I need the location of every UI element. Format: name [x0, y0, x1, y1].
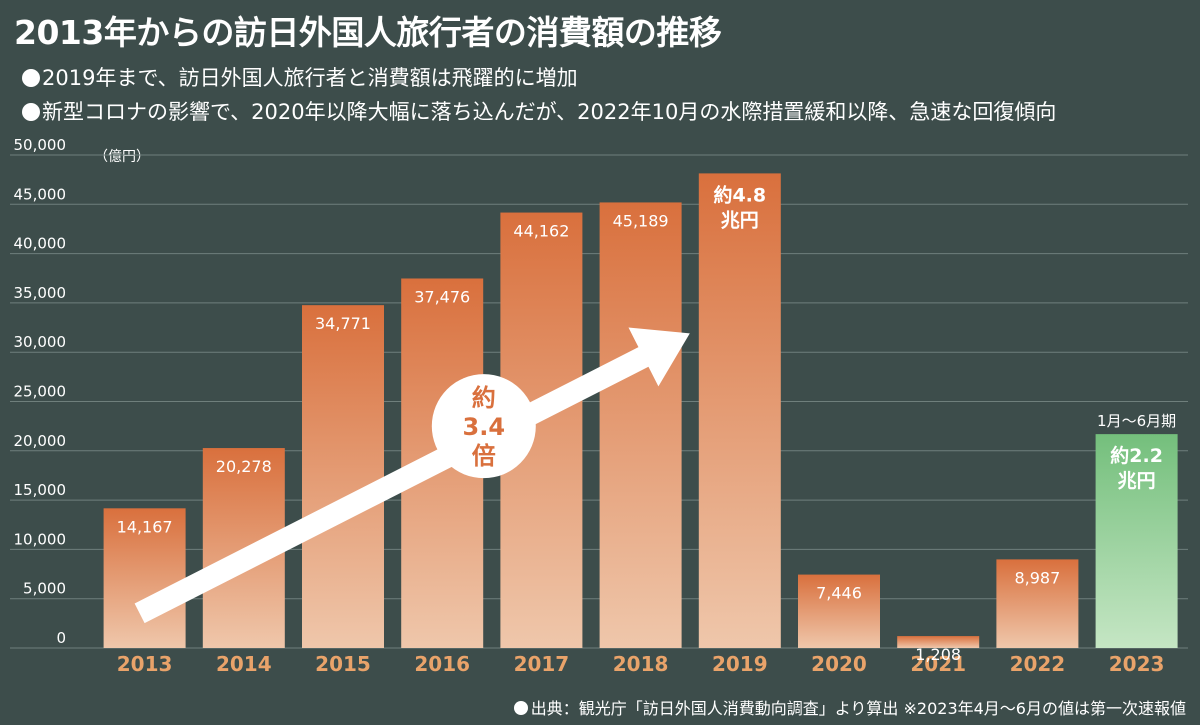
- bar-2013: [103, 508, 186, 648]
- data-label: 37,476: [414, 287, 470, 306]
- bullet-text-1: 2019年まで、訪日外国人旅行者と消費額は飛躍的に増加: [42, 66, 578, 90]
- growth-circle: [431, 374, 536, 479]
- x-tick-label: 2020: [811, 652, 867, 676]
- bullet-point-2: 新型コロナの影響で、2020年以降大幅に落ち込んだが、2022年10月の水際措置…: [22, 96, 1056, 126]
- growth-ratio-label: 3.4: [463, 413, 506, 441]
- data-label: 約2.2: [1110, 444, 1163, 467]
- growth-arrow-icon: [134, 327, 690, 624]
- data-label: 34,771: [315, 314, 371, 333]
- y-tick-label: 5,000: [23, 580, 66, 598]
- y-tick-label: 40,000: [14, 235, 67, 253]
- x-tick-label: 2013: [117, 652, 173, 676]
- y-tick-label: 50,000: [14, 136, 67, 154]
- y-tick-label: 35,000: [14, 284, 67, 302]
- x-tick-label: 2023: [1109, 652, 1165, 676]
- x-tick-label: 2014: [216, 652, 272, 676]
- data-label: 約4.8: [713, 183, 766, 206]
- y-tick-label: 25,000: [14, 383, 67, 401]
- growth-ratio-label: 倍: [472, 442, 496, 470]
- x-tick-label: 2018: [613, 652, 669, 676]
- data-label: 8,987: [1014, 568, 1060, 587]
- y-tick-label: 15,000: [14, 481, 67, 499]
- data-label: 14,167: [117, 517, 173, 536]
- data-label: 45,189: [613, 211, 669, 230]
- bar-2021: [897, 636, 980, 648]
- growth-ratio-label: 約: [472, 384, 496, 412]
- bullet-text-2: 新型コロナの影響で、2020年以降大幅に落ち込んだが、2022年10月の水際措置…: [42, 100, 1057, 124]
- bar-2019: [698, 173, 781, 648]
- y-tick-label: 45,000: [14, 185, 67, 203]
- y-tick-label: 0: [56, 629, 66, 647]
- chart-title: 2013年からの訪日外国人旅行者の消費額の推移: [14, 13, 722, 52]
- data-label: 20,278: [216, 457, 272, 476]
- bar-2023: [1095, 434, 1178, 648]
- y-axis-unit: （億円）: [94, 149, 150, 165]
- x-tick-label: 2022: [1010, 652, 1066, 676]
- bar-2020: [798, 574, 880, 648]
- data-label: 兆円: [1118, 470, 1156, 492]
- data-label: 7,446: [816, 584, 862, 603]
- data-label: 1,208: [915, 645, 961, 664]
- x-tick-label: 2017: [514, 652, 570, 676]
- source-footnote: 出典：観光庁「訪日外国人消費動向調査」より算出 ※2023年4月～6月の値は第一…: [513, 695, 1186, 719]
- period-note-2023: 1月～6月期: [1097, 412, 1176, 430]
- data-label: 44,162: [513, 222, 569, 241]
- y-tick-label: 10,000: [14, 530, 67, 548]
- y-tick-label: 20,000: [14, 432, 67, 450]
- data-label: 兆円: [721, 209, 759, 231]
- bar-2022: [996, 559, 1079, 648]
- x-tick-label: 2016: [414, 652, 470, 676]
- bullet-point-1: 2019年まで、訪日外国人旅行者と消費額は飛躍的に増加: [22, 62, 578, 92]
- bullet-dot-icon: [22, 103, 40, 121]
- x-tick-label: 2019: [712, 652, 768, 676]
- bullet-dot-icon: [22, 69, 40, 87]
- x-tick-label: 2021: [910, 652, 966, 676]
- bar-2018: [599, 202, 682, 648]
- x-tick-label: 2015: [315, 652, 371, 676]
- y-tick-label: 30,000: [14, 333, 67, 351]
- bullet-dot-icon: [513, 701, 528, 715]
- bar-2015: [302, 305, 384, 648]
- source-text: 出典：観光庁「訪日外国人消費動向調査」より算出 ※2023年4月～6月の値は第一…: [530, 699, 1186, 718]
